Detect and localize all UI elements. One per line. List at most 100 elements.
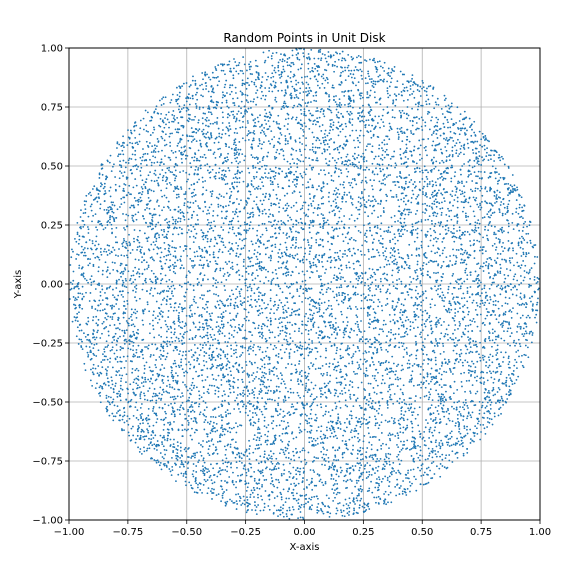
scatter-point	[296, 288, 299, 291]
scatter-point	[78, 238, 81, 241]
scatter-point	[75, 298, 78, 301]
scatter-point	[356, 437, 359, 439]
scatter-point	[343, 193, 346, 196]
scatter-point	[277, 285, 280, 288]
scatter-point	[370, 274, 373, 277]
scatter-point	[434, 356, 437, 359]
scatter-point	[378, 147, 380, 150]
scatter-point	[414, 222, 417, 225]
scatter-point	[251, 211, 254, 214]
scatter-point	[215, 196, 218, 199]
scatter-point	[113, 163, 115, 166]
scatter-point	[124, 183, 127, 186]
scatter-point	[483, 324, 486, 326]
scatter-point	[341, 375, 344, 378]
scatter-point	[212, 284, 215, 287]
scatter-point	[409, 276, 411, 278]
scatter-point	[478, 130, 481, 133]
scatter-point	[411, 411, 413, 414]
scatter-point	[212, 253, 215, 256]
scatter-point	[479, 267, 481, 270]
scatter-point	[256, 65, 259, 68]
scatter-point	[211, 430, 214, 433]
scatter-point	[386, 72, 389, 75]
scatter-point	[256, 397, 259, 399]
scatter-point	[434, 450, 436, 452]
scatter-point	[453, 175, 456, 178]
scatter-point	[176, 259, 179, 262]
scatter-point	[287, 390, 289, 393]
scatter-point	[253, 496, 255, 498]
scatter-point	[230, 500, 233, 503]
scatter-point	[254, 78, 257, 81]
scatter-point	[236, 296, 239, 298]
scatter-point	[241, 378, 244, 381]
scatter-point	[137, 375, 140, 378]
scatter-point	[383, 139, 386, 142]
scatter-point	[360, 464, 363, 467]
scatter-point	[441, 453, 444, 456]
scatter-point	[336, 207, 339, 210]
scatter-point	[360, 307, 363, 310]
scatter-point	[289, 162, 292, 165]
scatter-point	[132, 270, 135, 272]
scatter-point	[145, 140, 148, 143]
scatter-point	[429, 197, 432, 200]
scatter-point	[149, 212, 152, 215]
scatter-point	[278, 413, 281, 415]
scatter-point	[483, 158, 486, 161]
scatter-point	[436, 121, 439, 124]
scatter-point	[428, 454, 431, 457]
scatter-point	[501, 287, 504, 290]
scatter-point	[74, 319, 77, 322]
scatter-point	[189, 367, 191, 370]
scatter-point	[426, 154, 428, 157]
scatter-point	[374, 279, 377, 281]
scatter-point	[301, 125, 304, 127]
scatter-point	[272, 440, 275, 443]
scatter-point	[207, 230, 209, 233]
scatter-point	[488, 364, 491, 367]
scatter-point	[262, 155, 265, 158]
scatter-point	[473, 435, 476, 437]
scatter-point	[191, 131, 194, 134]
scatter-point	[444, 228, 447, 231]
scatter-point	[390, 473, 393, 476]
scatter-point	[229, 498, 231, 501]
scatter-point	[421, 157, 423, 160]
scatter-point	[424, 290, 427, 293]
scatter-point	[297, 221, 300, 224]
scatter-point	[256, 188, 259, 190]
scatter-point	[339, 368, 342, 371]
scatter-point	[290, 231, 293, 233]
scatter-point	[335, 377, 338, 380]
scatter-point	[116, 356, 119, 358]
scatter-point	[375, 466, 377, 469]
scatter-point	[369, 179, 372, 181]
scatter-point	[203, 335, 205, 338]
scatter-point	[214, 236, 216, 239]
scatter-point	[402, 162, 405, 165]
scatter-point	[218, 333, 221, 335]
scatter-point	[341, 50, 344, 53]
scatter-point	[321, 261, 323, 263]
scatter-point	[217, 256, 220, 259]
scatter-point	[465, 352, 467, 355]
scatter-point	[303, 315, 306, 318]
scatter-point	[401, 364, 404, 367]
scatter-point	[415, 452, 418, 455]
scatter-point	[153, 208, 156, 210]
scatter-point	[257, 493, 259, 496]
scatter-point	[470, 416, 473, 419]
scatter-point	[172, 151, 175, 154]
scatter-point	[482, 270, 485, 272]
scatter-point	[346, 321, 349, 323]
scatter-point	[306, 422, 309, 425]
scatter-point	[155, 359, 158, 361]
scatter-point	[91, 305, 93, 308]
scatter-point	[186, 201, 189, 203]
scatter-point	[396, 432, 399, 435]
scatter-point	[371, 170, 374, 173]
scatter-point	[398, 205, 401, 208]
scatter-point	[242, 453, 245, 456]
